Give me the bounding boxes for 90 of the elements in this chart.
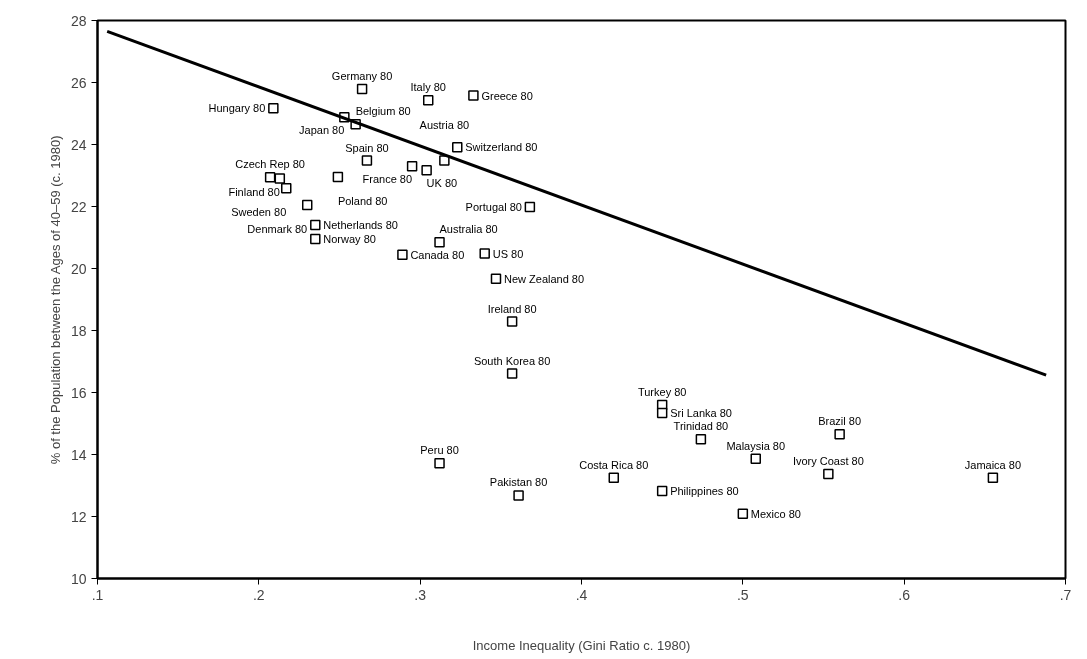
- point: [479, 248, 490, 259]
- y-axis-title: % of the Population between the Ages of 40–59 (c. 1980): [47, 135, 63, 465]
- point: [301, 199, 313, 211]
- annotation: Costa Rica 80: [579, 458, 649, 471]
- x-tick-label: .1: [91, 586, 104, 603]
- point: [281, 182, 292, 194]
- x-tick-label: .3: [414, 586, 427, 603]
- y-tick-label: 16: [70, 384, 87, 401]
- y-tick-label: 28: [70, 12, 87, 29]
- annotation: Hungary 80: [208, 102, 266, 115]
- annotation: Trinidad 80: [673, 420, 729, 433]
- annotation: Pakistan 80: [489, 476, 548, 489]
- annotation: Switzerland 80: [465, 141, 538, 154]
- y-tick-label: 26: [70, 74, 87, 91]
- point: [434, 236, 445, 248]
- point: [524, 201, 536, 213]
- annotation: Malaysia 80: [726, 439, 786, 452]
- point: [439, 155, 450, 166]
- point: [310, 233, 321, 245]
- point: [406, 160, 418, 172]
- x-tick-label: .4: [575, 586, 588, 603]
- point: [656, 407, 668, 419]
- annotation: Finland 80: [228, 185, 280, 198]
- annotation: Denmark 80: [247, 222, 308, 235]
- annotation: Portugal 80: [465, 201, 522, 214]
- x-axis-title: Income Inequality (Gini Ratio c. 1980): [472, 637, 691, 653]
- point: [750, 453, 761, 465]
- annotation: Jamaica 80: [964, 458, 1022, 471]
- point: [332, 171, 344, 183]
- annotation: Spain 80: [345, 141, 389, 154]
- point: [310, 219, 321, 231]
- x-tick-label: .5: [737, 586, 749, 603]
- point: [421, 164, 432, 176]
- annotation: Turkey 80: [637, 385, 687, 398]
- point: [987, 472, 999, 483]
- annotation: Netherlands 80: [323, 219, 398, 232]
- annotation: Peru 80: [420, 444, 459, 457]
- point: [695, 434, 707, 445]
- annotation: Brazil 80: [818, 415, 862, 428]
- annotation: Ivory Coast 80: [792, 455, 864, 468]
- annotation: France 80: [362, 173, 413, 186]
- annotation: South Korea 80: [473, 354, 551, 367]
- point: [452, 142, 463, 153]
- x-tick-label: .6: [898, 586, 911, 603]
- annotation: Greece 80: [481, 89, 533, 102]
- annotation: UK 80: [426, 177, 458, 190]
- annotation: Poland 80: [337, 195, 388, 208]
- point: [490, 273, 502, 284]
- y-tick-label: 18: [70, 322, 87, 339]
- annotation: Italy 80: [410, 81, 446, 94]
- annotation: Canada 80: [410, 248, 465, 261]
- point: [434, 457, 445, 469]
- y-tick-label: 14: [70, 446, 87, 463]
- annotation: Germany 80: [331, 70, 393, 83]
- point: [264, 172, 276, 183]
- point: [268, 102, 279, 114]
- annotation: Ireland 80: [487, 302, 537, 315]
- point: [823, 468, 834, 480]
- point: [506, 368, 518, 379]
- point: [834, 429, 845, 440]
- point: [397, 249, 408, 261]
- annotation: Norway 80: [323, 233, 376, 246]
- annotation: US 80: [492, 247, 524, 260]
- annotation: Mexico 80: [750, 507, 801, 520]
- annotation: Sri Lanka 80: [670, 406, 732, 419]
- y-tick-label: 12: [70, 508, 87, 525]
- y-tick-label: 24: [70, 136, 87, 153]
- y-tick-label: 22: [70, 198, 87, 215]
- point: [361, 155, 373, 166]
- annotation: New Zealand 80: [503, 272, 585, 285]
- annotation: Australia 80: [439, 223, 498, 236]
- point: [513, 490, 524, 501]
- annotation: Belgium 80: [355, 105, 411, 118]
- point: [608, 472, 620, 483]
- annotation: Czech Rep 80: [235, 158, 305, 171]
- annotation: Japan 80: [299, 124, 345, 137]
- annotation: Austria 80: [419, 118, 470, 131]
- point: [656, 485, 668, 497]
- y-tick-label: 10: [70, 570, 87, 587]
- x-tick-label: .7: [1059, 586, 1072, 603]
- point: [737, 508, 749, 519]
- point: [506, 316, 518, 327]
- point: [422, 94, 434, 106]
- point: [274, 173, 286, 184]
- point: [468, 90, 479, 101]
- x-tick-label: .2: [253, 586, 265, 603]
- annotation: Sweden 80: [231, 206, 287, 219]
- y-tick-label: 20: [70, 260, 87, 277]
- point: [356, 83, 368, 95]
- annotation: Philippines 80: [670, 485, 739, 498]
